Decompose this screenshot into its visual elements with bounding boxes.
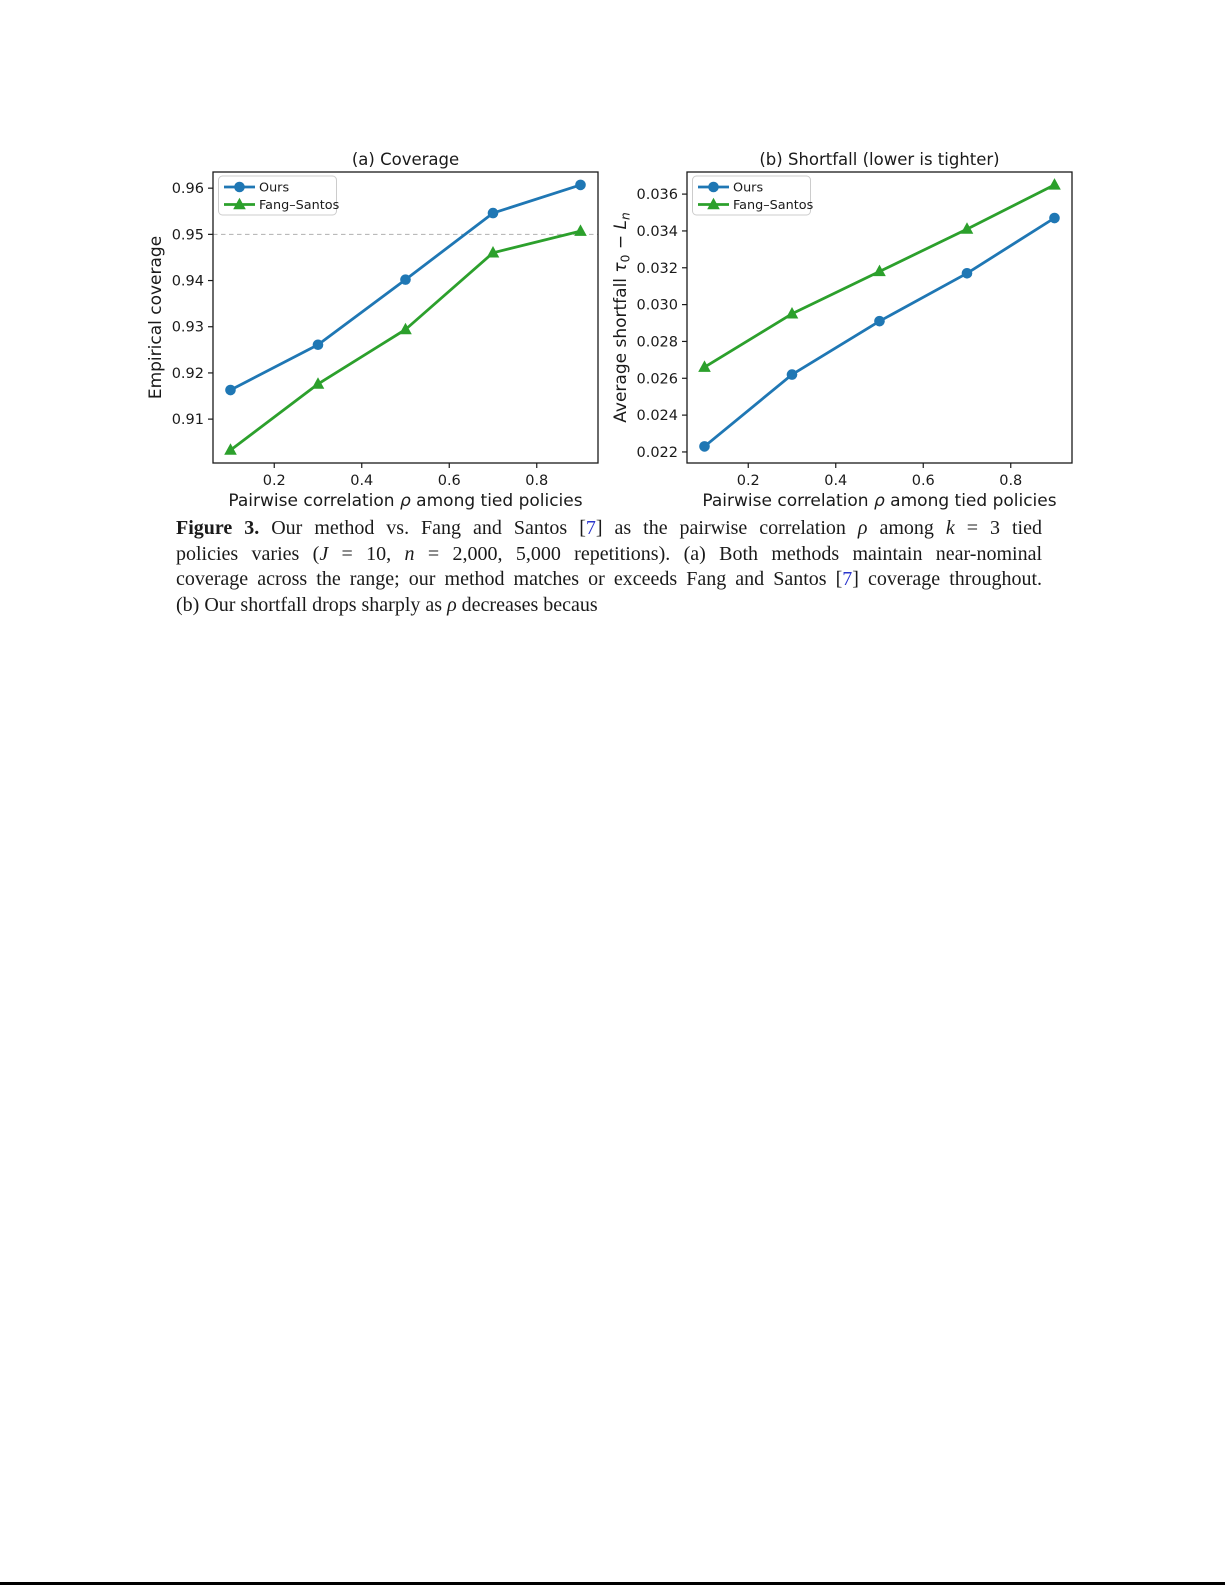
caption-text: Figure 3.	[176, 517, 260, 539]
chart-b-title: (b) Shortfall (lower is tighter)	[759, 150, 999, 169]
data-point-triangle	[698, 360, 711, 372]
legend-label: Ours	[259, 181, 289, 196]
series-line-ours	[229, 183, 582, 392]
caption-text: J	[319, 542, 329, 565]
data-point-circle	[400, 274, 411, 285]
legend-label: Ours	[733, 181, 763, 196]
x-axis: 0.2 0.4 0.6 0.8	[737, 463, 1022, 489]
x-tick-label: 0.4	[350, 473, 373, 489]
caption-text: coverage across the range; our method ma…	[176, 568, 843, 591]
data-point-triangle	[960, 222, 974, 234]
y-axis: 0.022 0.024 0.026 0.028 0.030 0.032 0.034 0.036	[636, 187, 687, 461]
caption-text: ] as the pairwise correlation	[595, 517, 858, 539]
chart-a-title: (a) Coverage	[352, 150, 459, 169]
caption-text: policies varies (	[176, 542, 320, 565]
y-tick-label: 0.96	[172, 181, 204, 197]
legend-marker	[708, 181, 719, 193]
caption-text: ρ	[447, 593, 457, 616]
data-point-circle	[1049, 212, 1060, 224]
data-point-circle	[225, 384, 236, 396]
legend-label: Fang–Santos	[733, 198, 814, 213]
caption-text: among	[867, 517, 946, 539]
caption-text: decreases becaus	[456, 593, 598, 616]
legend-marker	[234, 181, 245, 193]
page-bottom-rule	[0, 1582, 1225, 1585]
data-point-circle	[961, 267, 973, 279]
y-tick-label: 0.032	[636, 261, 678, 277]
x-axis-label: Pairwise correlation ρ among tied polici…	[228, 491, 582, 511]
x-tick-label: 0.8	[999, 473, 1022, 489]
caption-text: = 10,	[328, 542, 405, 565]
figure-caption: Figure 3. Our method vs. Fang and Santos…	[176, 516, 1042, 618]
axes-frame	[212, 171, 599, 464]
data-point-circle	[312, 339, 324, 351]
caption-text: = 3 tied	[954, 517, 1042, 539]
caption-text: k	[945, 517, 955, 539]
data-point-triangle	[311, 377, 325, 389]
chart-b-shortfall: (b) Shortfall (lower is tighter) 0.2 0.4 0…	[613, 150, 1073, 511]
caption-text: = 2,000, 5,000 repetitions). (a) Both me…	[414, 542, 1043, 565]
x-axis-label: Pairwise correlation ρ among tied polici…	[702, 491, 1056, 511]
x-tick-label: 0.4	[824, 473, 847, 489]
axes-frame	[686, 171, 1073, 464]
legend-marker	[233, 197, 246, 210]
data-point-triangle	[224, 443, 237, 455]
y-tick-label: 0.95	[172, 227, 204, 243]
legend: Ours Fang–Santos	[218, 175, 340, 216]
caption-text: (b) Our shortfall drops sharply as	[176, 593, 448, 616]
y-tick-label: 0.036	[636, 187, 678, 203]
caption-line: (b) Our shortfall drops sharply as ρ dec…	[176, 593, 1042, 619]
caption-line: coverage across the range; our method ma…	[176, 567, 1042, 593]
y-axis-label: Average shortfall τ0 − Ln	[613, 212, 633, 422]
data-point-circle	[575, 179, 586, 191]
y-tick-label: 0.024	[636, 408, 678, 424]
y-axis: 0.91 0.92 0.93 0.94 0.95 0.96	[172, 181, 213, 428]
x-tick-label: 0.6	[912, 473, 935, 489]
legend: Ours Fang–Santos	[692, 175, 814, 216]
x-tick-label: 0.6	[438, 473, 461, 489]
series-line-fang-santos	[229, 229, 582, 452]
data-point-triangle	[486, 246, 500, 258]
caption-text: n	[404, 542, 415, 565]
x-axis: 0.2 0.4 0.6 0.8	[263, 463, 548, 489]
y-tick-label: 0.94	[172, 274, 204, 290]
data-point-triangle	[574, 224, 587, 236]
y-tick-label: 0.93	[172, 320, 204, 336]
y-tick-label: 0.026	[636, 371, 678, 387]
plot-area	[698, 178, 1061, 452]
caption-text: ρ	[857, 517, 868, 539]
legend-marker	[707, 197, 720, 210]
y-tick-label: 0.034	[636, 224, 678, 240]
legend-label: Fang–Santos	[259, 198, 340, 213]
caption-line: Figure 3. Our method vs. Fang and Santos…	[176, 516, 1042, 542]
x-tick-label: 0.2	[263, 473, 286, 489]
plot-area	[213, 179, 598, 455]
y-tick-label: 0.91	[172, 412, 204, 428]
data-point-circle	[699, 441, 710, 452]
data-point-triangle	[785, 307, 799, 319]
caption-text: Our method vs. Fang and Santos [	[259, 517, 586, 539]
y-tick-label: 0.028	[636, 334, 678, 350]
citation-ref-7[interactable]: 7	[585, 517, 596, 539]
chart-a-coverage: (a) Coverage 0.2 0.4 0.6 0.80.910.920.930.9…	[148, 150, 599, 511]
caption-line: policies varies (J = 10, n = 2,000, 5,00…	[176, 542, 1042, 568]
data-point-circle	[487, 207, 499, 219]
series-line-ours	[703, 216, 1056, 448]
x-tick-label: 0.2	[737, 473, 760, 489]
data-point-triangle	[1048, 178, 1061, 190]
x-tick-label: 0.8	[525, 473, 548, 489]
citation-ref-7[interactable]: 7	[842, 568, 853, 591]
data-point-triangle	[399, 322, 412, 335]
y-tick-label: 0.030	[636, 298, 678, 314]
data-point-triangle	[873, 264, 886, 277]
y-tick-label: 0.022	[636, 445, 678, 461]
caption-text: ] coverage throughout.	[852, 568, 1043, 591]
y-axis-label: Empirical coverage	[148, 236, 166, 399]
y-tick-label: 0.92	[172, 366, 204, 382]
data-point-circle	[786, 369, 798, 380]
data-point-circle	[874, 315, 885, 327]
